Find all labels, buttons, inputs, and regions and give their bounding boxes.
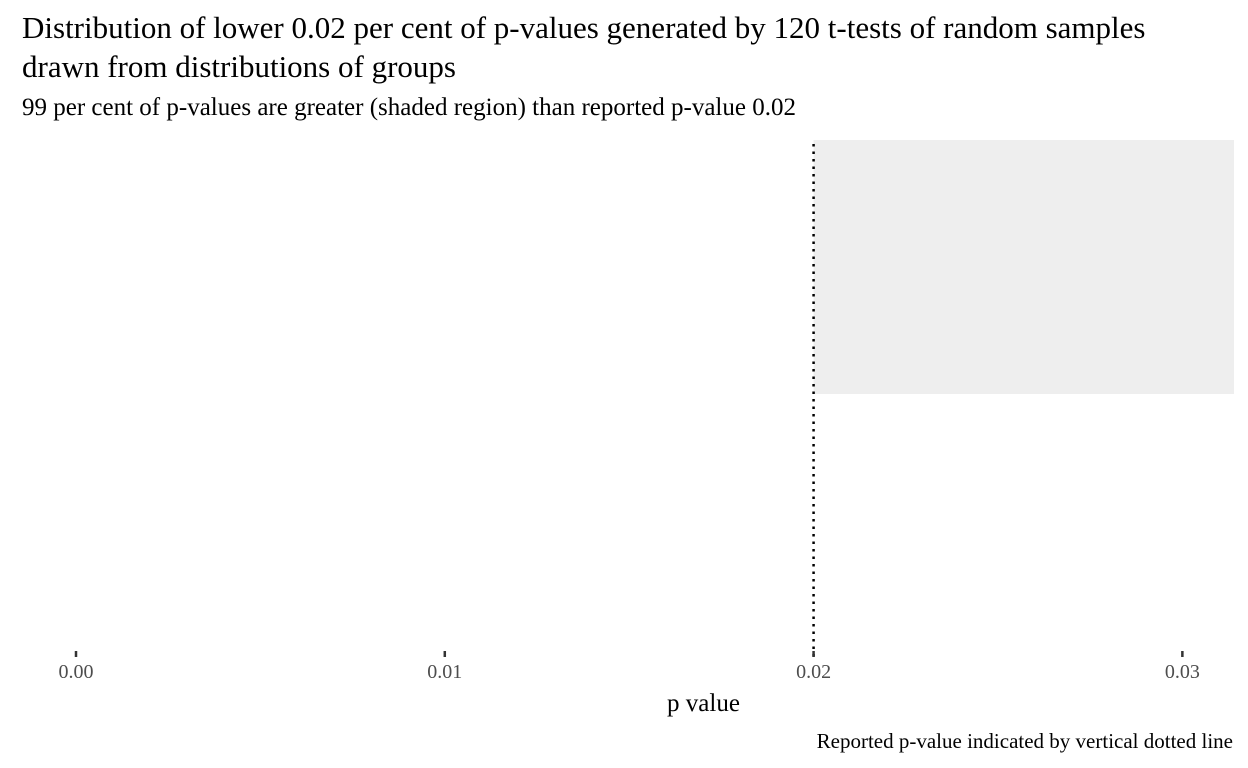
shaded-region bbox=[813, 140, 1234, 394]
x-tick-label: 0.01 bbox=[427, 661, 462, 683]
chart-title: Distribution of lower 0.02 per cent of p… bbox=[22, 10, 1146, 84]
x-tick-label: 0.00 bbox=[59, 661, 94, 683]
x-tick-label: 0.03 bbox=[1165, 661, 1200, 683]
chart-subtitle: 99 per cent of p-values are greater (sha… bbox=[22, 94, 796, 121]
chart-caption: Reported p-value indicated by vertical d… bbox=[816, 729, 1233, 753]
x-axis-ticks: 0.00 0.01 0.02 0.03 bbox=[59, 651, 1200, 683]
x-axis-title: p value bbox=[667, 690, 740, 717]
x-tick-label: 0.02 bbox=[796, 661, 831, 683]
